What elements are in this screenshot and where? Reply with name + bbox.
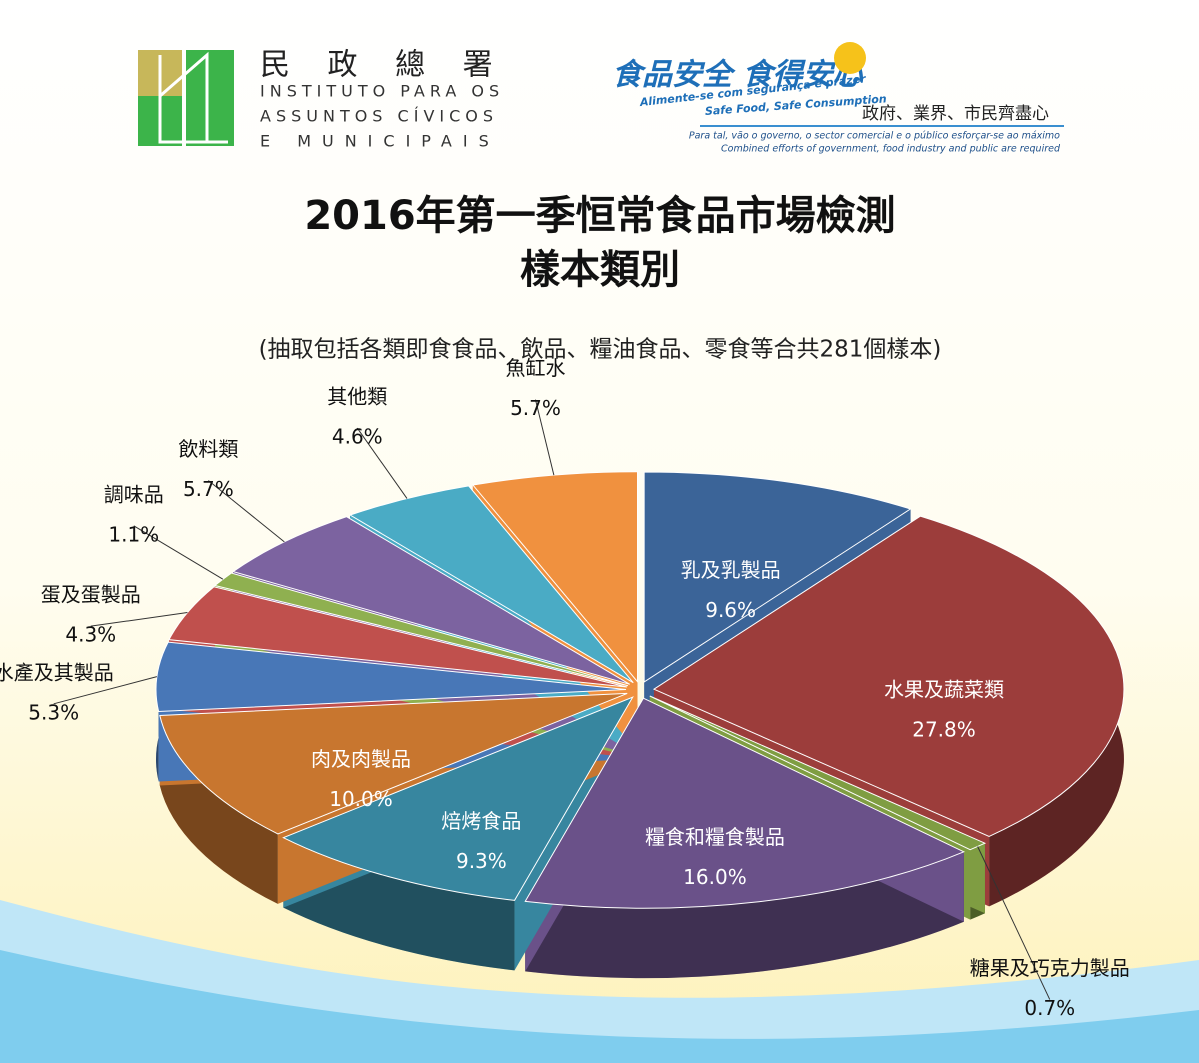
category-label: 糖果及巧克力製品 bbox=[970, 956, 1130, 980]
data-label: 27.8% bbox=[912, 717, 976, 741]
campaign-motto-pt: Para tal, vão o governo, o sector comerc… bbox=[689, 131, 1060, 142]
slice bbox=[652, 515, 1125, 837]
org-line: E MUNICIPAIS bbox=[260, 132, 500, 151]
org-line: INSTITUTO PARA OS bbox=[260, 82, 504, 101]
category-label: 水產及其製品 bbox=[0, 660, 114, 684]
slice bbox=[213, 572, 629, 687]
campaign-sun bbox=[834, 42, 866, 74]
slice bbox=[155, 641, 627, 713]
org-line: ASSUNTOS CÍVICOS bbox=[260, 107, 498, 126]
category-label: 乳及乳製品 bbox=[681, 558, 781, 582]
slice bbox=[282, 696, 634, 901]
chart-title: 樣本類別 bbox=[520, 247, 680, 293]
leader-line bbox=[133, 525, 224, 580]
category-label: 蛋及蛋製品 bbox=[41, 583, 141, 607]
leader-line bbox=[534, 399, 555, 476]
category-label: 糧食和糧食製品 bbox=[645, 825, 785, 849]
category-label: 水果及蔬菜類 bbox=[884, 677, 1004, 701]
wave bbox=[0, 950, 1199, 1063]
data-label: 1.1% bbox=[108, 522, 159, 546]
leader-line bbox=[53, 676, 158, 705]
data-label: 9.3% bbox=[456, 849, 507, 873]
data-label: 0.7% bbox=[1024, 996, 1075, 1020]
category-label: 肉及肉製品 bbox=[311, 747, 411, 771]
category-label: 魚缸水 bbox=[505, 356, 565, 380]
slice-shade bbox=[159, 715, 278, 904]
slice bbox=[168, 586, 628, 688]
org-logo bbox=[138, 50, 234, 146]
data-label: 5.3% bbox=[28, 700, 79, 724]
slice bbox=[643, 471, 912, 683]
leader-line bbox=[90, 612, 188, 627]
leader-line bbox=[208, 480, 285, 543]
campaign-motto-en: Combined efforts of government, food ind… bbox=[721, 144, 1061, 155]
data-label: 10.0% bbox=[329, 787, 393, 811]
slice bbox=[159, 692, 628, 835]
campaign-title: 食品安全 食得安心 bbox=[612, 58, 863, 93]
data-label: 16.0% bbox=[683, 865, 747, 889]
campaign-motto: 政府、業界、市民齊盡心 bbox=[862, 104, 1049, 124]
slice-side bbox=[159, 715, 278, 904]
slice-side bbox=[525, 851, 964, 979]
category-label: 焙烤食品 bbox=[441, 809, 521, 833]
category-label: 飲料類 bbox=[178, 437, 238, 461]
data-label: 5.7% bbox=[183, 477, 234, 501]
data-label: 4.3% bbox=[65, 623, 116, 647]
data-label: 5.7% bbox=[510, 396, 561, 420]
chart-subtitle: (抽取包括各類即食食品、飲品、糧油食品、零食等合共281個樣本) bbox=[259, 337, 942, 363]
category-label: 調味品 bbox=[104, 482, 164, 506]
chart-title: 2016年第一季恒常食品市場檢測 bbox=[304, 193, 895, 239]
slice bbox=[524, 697, 966, 909]
category-label: 其他類 bbox=[327, 385, 387, 409]
data-label: 4.6% bbox=[332, 425, 383, 449]
data-label: 9.6% bbox=[705, 598, 756, 622]
slice-shade bbox=[525, 851, 964, 979]
leader-line bbox=[977, 846, 1051, 1000]
leader-line bbox=[356, 427, 408, 499]
org-name: 民 政 總 署 bbox=[260, 48, 507, 83]
